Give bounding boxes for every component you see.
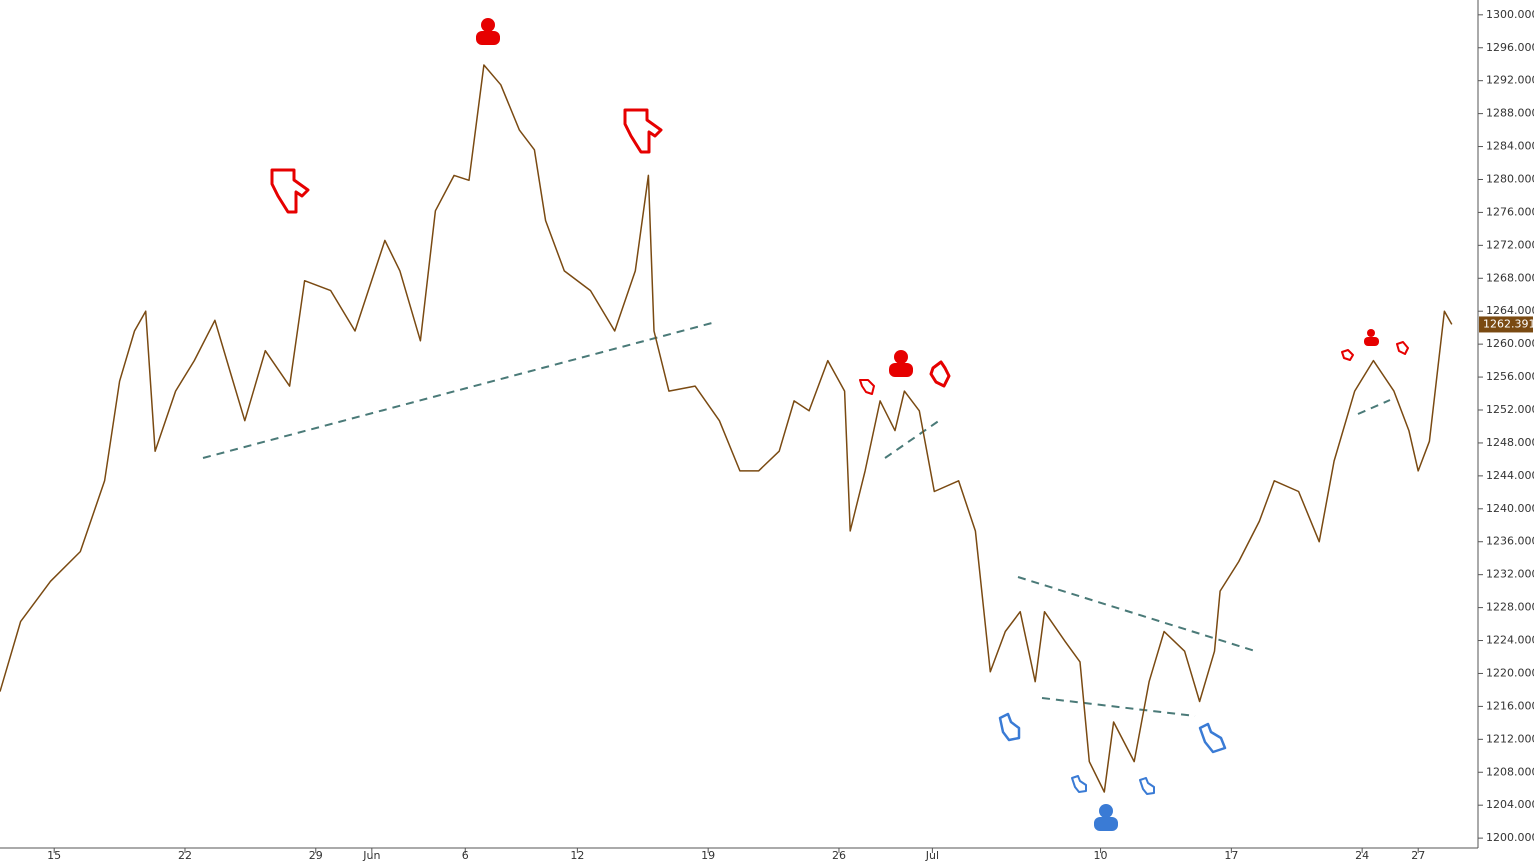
person-icon (889, 350, 913, 377)
hand-icon (859, 379, 875, 395)
y-tick-label: 1288.000 (1486, 107, 1534, 120)
x-tick-label: 24 (1355, 849, 1369, 862)
y-tick-label: 1224.000 (1486, 634, 1534, 647)
person-icon (476, 18, 500, 45)
y-tick-label: 1268.000 (1486, 271, 1534, 284)
x-tick-label: 12 (570, 849, 584, 862)
x-tick-label: 15 (47, 849, 61, 862)
y-tick-label: 1292.000 (1486, 74, 1534, 87)
x-tick-label: Jul (925, 849, 939, 862)
y-tick-label: 1236.000 (1486, 535, 1534, 548)
y-tick-label: 1276.000 (1486, 205, 1534, 218)
hand-icon (270, 168, 310, 214)
x-tick-label: 19 (701, 849, 715, 862)
y-tick-label: 1216.000 (1486, 699, 1534, 712)
y-tick-label: 1228.000 (1486, 601, 1534, 614)
y-tick-label: 1256.000 (1486, 370, 1534, 383)
hand-icon (1198, 722, 1227, 754)
y-tick-label: 1232.000 (1486, 568, 1534, 581)
person-icon (1094, 804, 1118, 831)
y-tick-label: 1204.000 (1486, 798, 1534, 811)
last-price-box (1479, 316, 1533, 333)
y-tick-label: 1208.000 (1486, 765, 1534, 778)
trend-line (884, 419, 941, 459)
annotations (202, 18, 1409, 831)
x-tick-label: 17 (1224, 849, 1238, 862)
x-tick-label: 22 (178, 849, 192, 862)
price-line (0, 64, 1453, 793)
hand-icon (1341, 349, 1354, 361)
y-tick-label: 1264.000 (1486, 304, 1534, 317)
trend-line (1357, 399, 1391, 415)
hand-icon (1139, 777, 1155, 795)
x-tick-label: 10 (1094, 849, 1108, 862)
x-tick-label: 6 (462, 849, 469, 862)
hand-icon (929, 360, 951, 388)
y-tick-label: 1296.000 (1486, 41, 1534, 54)
hand-icon (998, 712, 1021, 742)
hand-icon (1071, 775, 1087, 793)
y-tick-label: 1200.000 (1486, 831, 1534, 844)
hand-icon (1396, 341, 1409, 355)
y-tick-label: 1244.000 (1486, 469, 1534, 482)
trend-line (1041, 697, 1196, 717)
y-tick-label: 1300.000 (1486, 8, 1534, 21)
y-tick-label: 1252.000 (1486, 403, 1534, 416)
y-tick-label: 1260.000 (1486, 337, 1534, 350)
x-tick-label: Jun (362, 849, 380, 862)
y-tick-label: 1220.000 (1486, 666, 1534, 679)
y-tick-label: 1284.000 (1486, 140, 1534, 153)
person-icon (1364, 329, 1379, 346)
trend-line (202, 322, 713, 459)
x-tick-label: 29 (309, 849, 323, 862)
x-tick-label: 27 (1411, 849, 1425, 862)
trend-line (1017, 576, 1256, 652)
hand-icon (623, 108, 663, 154)
last-price-label: 1262.391 (1483, 317, 1534, 330)
y-tick-label: 1248.000 (1486, 436, 1534, 449)
y-tick-label: 1280.000 (1486, 172, 1534, 185)
x-tick-label: 26 (832, 849, 846, 862)
y-tick-label: 1272.000 (1486, 238, 1534, 251)
y-tick-label: 1212.000 (1486, 732, 1534, 745)
y-tick-label: 1240.000 (1486, 502, 1534, 515)
